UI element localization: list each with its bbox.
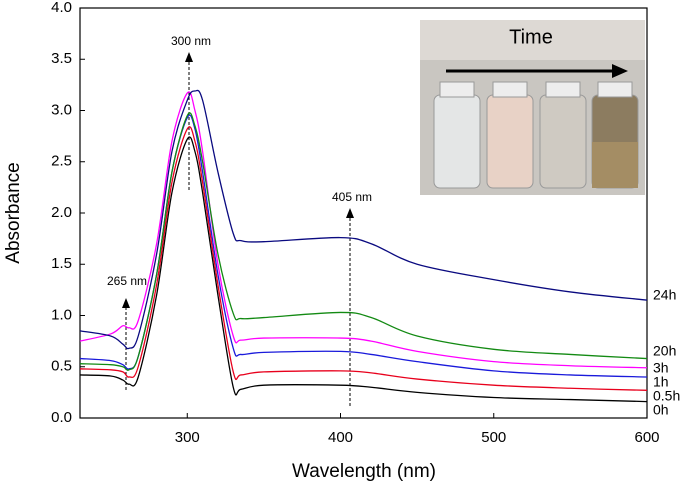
x-tick-label: 500 [481, 429, 506, 446]
series-label: 1h [653, 374, 669, 390]
x-tick-label: 300 [175, 429, 200, 446]
y-tick-label: 1.0 [51, 306, 72, 323]
x-tick-label: 600 [634, 429, 659, 446]
y-tick-label: 2.0 [51, 204, 72, 221]
y-tick-label: 3.0 [51, 101, 72, 118]
series-label: 24h [653, 287, 676, 303]
series-label: 0.5h [653, 388, 680, 404]
annotation: 300 nm [171, 34, 211, 48]
x-tick-label: 400 [328, 429, 353, 446]
y-tick-label: 0.0 [51, 409, 72, 426]
series-line [79, 112, 648, 371]
annotation: 265 nm [107, 274, 147, 288]
arrow-heads [122, 52, 354, 308]
annotation: 405 nm [332, 190, 372, 204]
y-tick-label: 1.5 [51, 255, 72, 272]
series-line [79, 136, 648, 403]
y-tick-label: 4.0 [51, 0, 72, 16]
series-line [79, 126, 648, 391]
series-label: 0h [653, 402, 669, 418]
series-line [79, 89, 648, 350]
inset-title: Time [509, 26, 553, 48]
x-axis-label: Wavelength (nm) [292, 461, 436, 482]
inset-photo [420, 20, 645, 195]
y-tick-label: 2.5 [51, 153, 72, 170]
y-axis-label: Absorbance [3, 162, 24, 263]
y-tick-label: 3.5 [51, 50, 72, 67]
series-label: 20h [653, 343, 676, 359]
series-label: 3h [653, 360, 669, 376]
y-tick-label: 0.5 [51, 358, 72, 375]
